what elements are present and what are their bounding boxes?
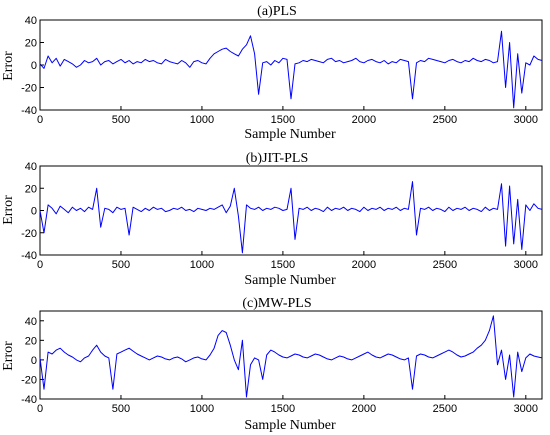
x-tick-label: 500 [112, 114, 130, 126]
x-tick-label: 0 [37, 403, 43, 415]
x-axis-label: Sample Number [244, 418, 336, 433]
x-tick-label: 0 [37, 259, 43, 271]
error-series-line [39, 30, 543, 109]
x-tick-label: 500 [112, 259, 130, 271]
x-tick-label: 1500 [271, 114, 295, 126]
plot-frame [39, 310, 543, 400]
y-tick-label: -40 [21, 250, 37, 262]
x-axis-label: Sample Number [244, 273, 336, 288]
plot-frame [39, 165, 543, 256]
chart-title: (b)JIT-PLS [246, 151, 309, 166]
chart-title: (c)MW-PLS [242, 296, 311, 311]
y-tick-label: -40 [21, 394, 37, 406]
y-tick-label: 20 [25, 335, 37, 347]
error-series-line [39, 315, 543, 398]
y-tick-label: 20 [25, 183, 37, 195]
x-tick-label: 1000 [190, 403, 214, 415]
y-axis-label: Error [1, 51, 16, 81]
x-tick-label: 500 [112, 403, 130, 415]
x-tick-label: 2500 [433, 403, 457, 415]
y-tick-label: 40 [25, 316, 37, 328]
y-tick-label: -20 [21, 228, 37, 240]
x-axis-label: Sample Number [244, 127, 336, 142]
x-tick-label: 2000 [352, 259, 376, 271]
error-series-line [39, 181, 543, 254]
y-tick-label: -20 [21, 83, 37, 95]
x-tick-label: 1500 [271, 403, 295, 415]
x-tick-label: 2500 [433, 259, 457, 271]
x-tick-label: 1000 [190, 259, 214, 271]
y-tick-label: -20 [21, 374, 37, 386]
y-tick-label: 40 [25, 15, 37, 27]
x-tick-label: 3000 [514, 403, 538, 415]
y-tick-label: 0 [31, 206, 37, 218]
panel-jit-pls: (b)JIT-PLS Error Sample Number 0 500 1000 1… [1, 151, 543, 288]
x-tick-label: 1000 [190, 114, 214, 126]
panel-pls: (a)PLS Error Sample Number 0 500 1000 1500 2… [1, 4, 543, 142]
x-tick-label: 2000 [352, 403, 376, 415]
x-tick-label: 3000 [514, 259, 538, 271]
x-tick-label: 3000 [514, 114, 538, 126]
panel-mw-pls: (c)MW-PLS Error Sample Number 0 500 1000 15… [1, 296, 543, 433]
x-tick-label: 2000 [352, 114, 376, 126]
y-tick-label: 20 [25, 38, 37, 50]
y-tick-label: -40 [21, 105, 37, 117]
y-axis-label: Error [1, 195, 16, 225]
y-tick-label: 0 [31, 60, 37, 72]
x-tick-label: 0 [37, 114, 43, 126]
y-axis-label: Error [1, 341, 16, 371]
y-tick-label: 0 [31, 355, 37, 367]
x-tick-label: 2500 [433, 114, 457, 126]
chart-title: (a)PLS [257, 4, 297, 19]
x-tick-label: 1500 [271, 259, 295, 271]
y-tick-label: 40 [25, 161, 37, 173]
